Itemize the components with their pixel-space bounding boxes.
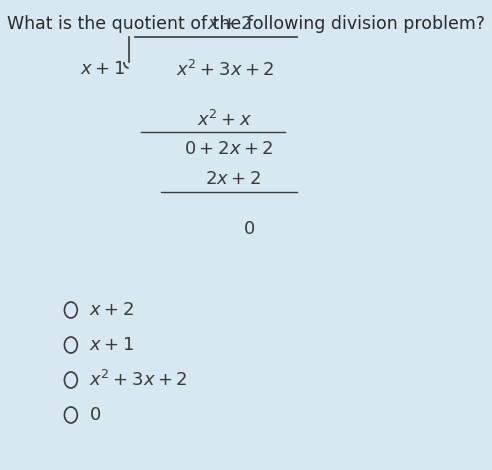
Text: $x^2+3x+2$: $x^2+3x+2$ (176, 60, 275, 80)
Text: $0+2x+2$: $0+2x+2$ (184, 140, 274, 158)
Text: What is the quotient of the following division problem?: What is the quotient of the following di… (7, 15, 485, 33)
Text: $0$: $0$ (89, 406, 100, 424)
Text: $x+2$: $x+2$ (207, 15, 251, 33)
Text: $x + 2$: $x + 2$ (89, 301, 133, 319)
Text: $x^2+x$: $x^2+x$ (197, 110, 253, 130)
Text: $0$: $0$ (243, 220, 255, 238)
Text: $x + 1$: $x + 1$ (89, 336, 133, 354)
Text: $x+1$: $x+1$ (80, 60, 124, 78)
Text: $x^2 + 3x + 2$: $x^2 + 3x + 2$ (89, 370, 187, 390)
Text: $2x+2$: $2x+2$ (205, 170, 261, 188)
